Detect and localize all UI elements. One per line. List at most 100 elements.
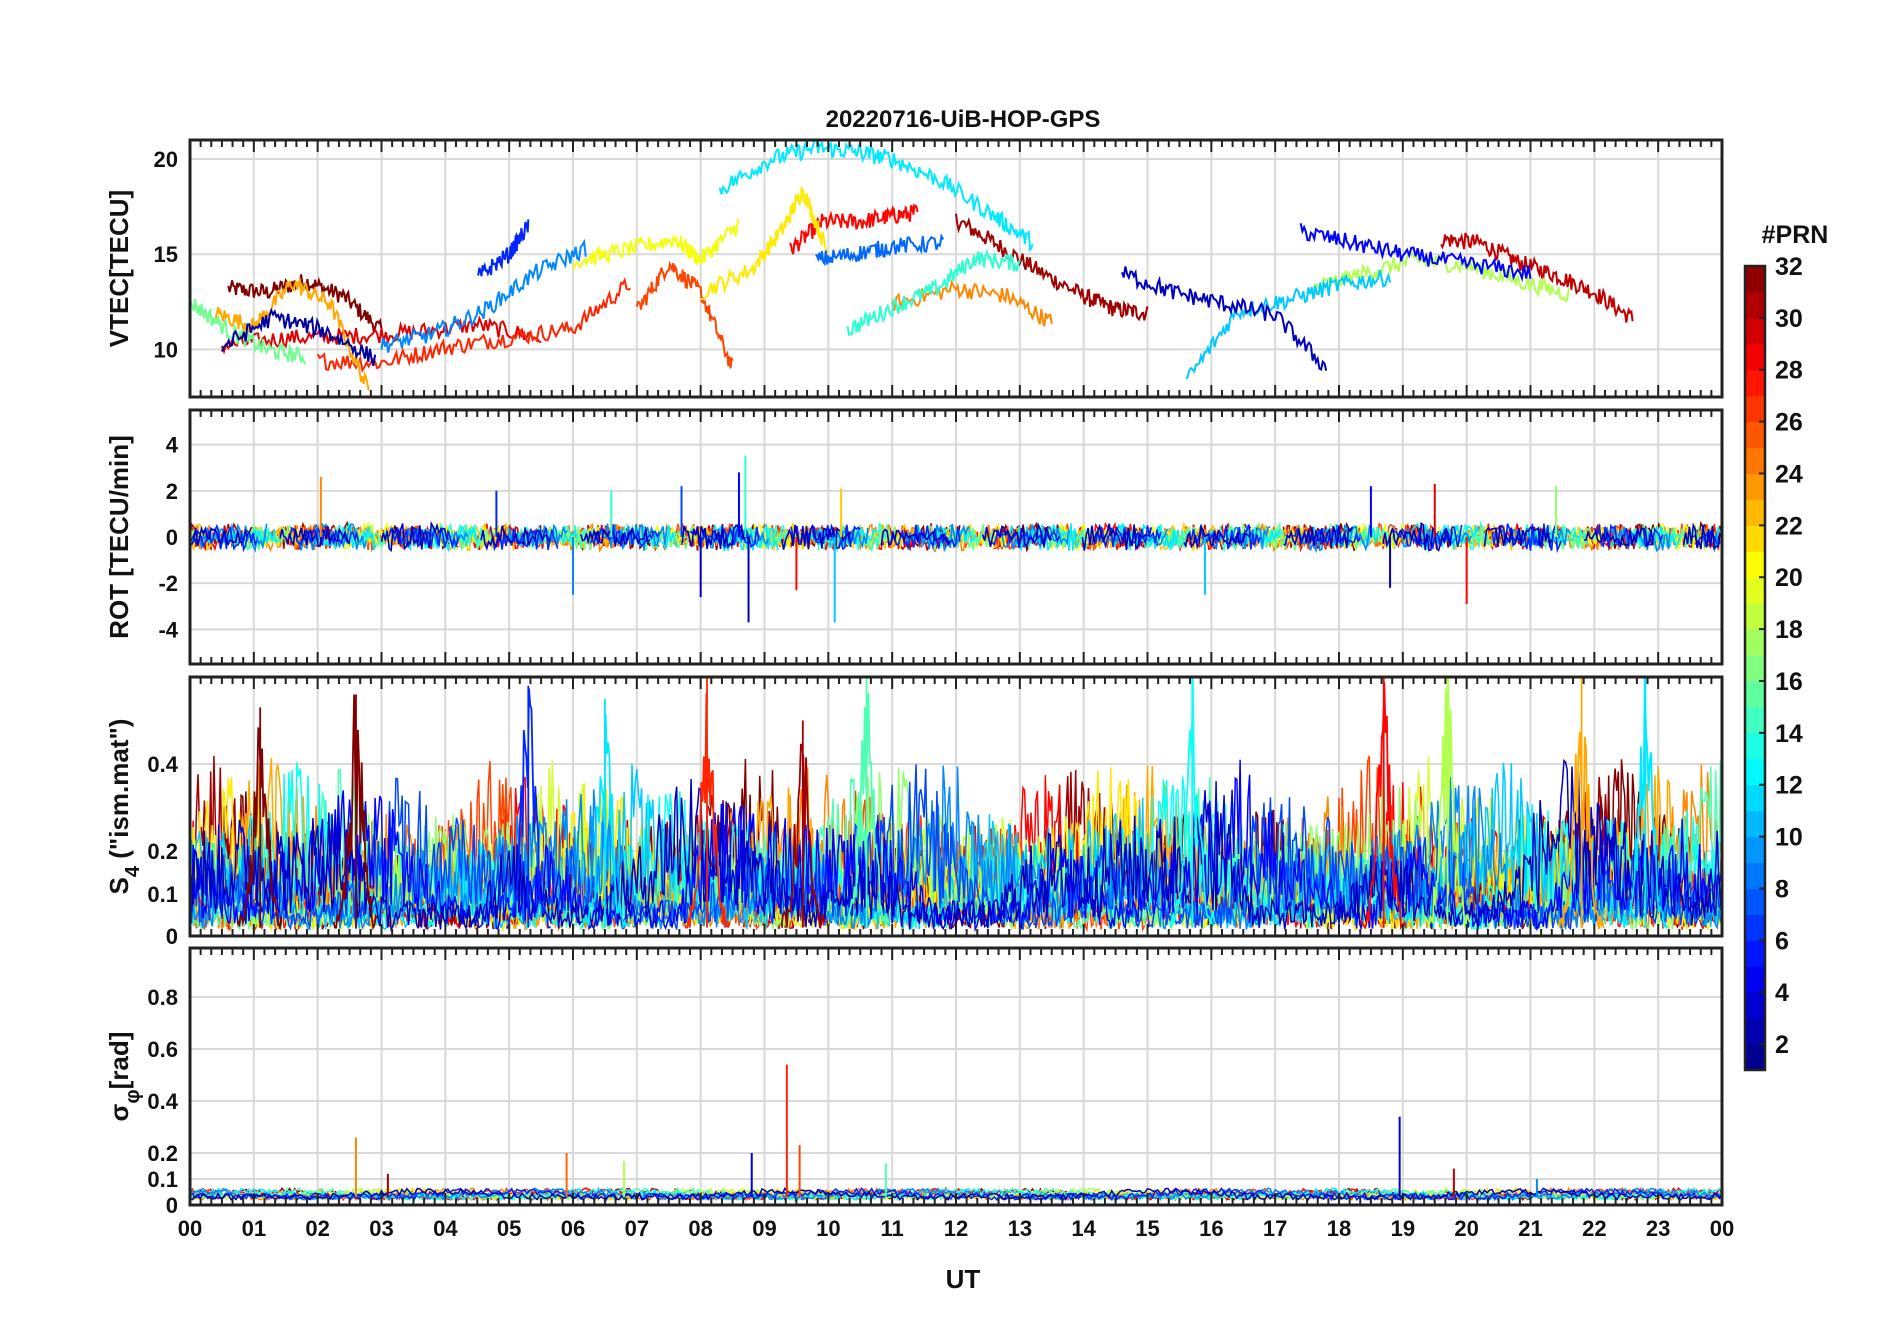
y-tick-label: 0.2 (147, 839, 178, 864)
s4-peak (506, 685, 551, 929)
x-tick-label: 08 (688, 1216, 712, 1241)
x-tick-label: 00 (1710, 1216, 1734, 1241)
colorbar-tick-label: 8 (1775, 875, 1789, 903)
y-axis-label: VTEC[TECU] (104, 190, 134, 347)
y-tick-label: 0.4 (147, 1089, 178, 1114)
x-tick-label: 13 (1008, 1216, 1032, 1241)
s4-peak (1168, 677, 1216, 928)
x-tick-label: 09 (752, 1216, 776, 1241)
x-axis-label: UT (946, 1264, 981, 1294)
panel-sigma-phi: 0.8 0.6 0.4 0.20.10 σφ[rad] (104, 946, 1724, 1218)
x-tick-label: 15 (1135, 1216, 1159, 1241)
x-tick-label: 22 (1582, 1216, 1606, 1241)
vtec-series-prn-6 (476, 219, 530, 277)
vtec-series-prn-12 (718, 140, 1034, 252)
y-tick-label: -2 (158, 571, 178, 596)
s4-peak (780, 720, 826, 928)
x-tick-label: 02 (305, 1216, 329, 1241)
colorbar-tick-label: 32 (1775, 253, 1803, 281)
x-axis-tick-labels: 00 01 02 03 04 05 06 07 08 09 10 11 12 13 14 15 16 17 18 19… (178, 1216, 1734, 1241)
x-tick-label: 12 (944, 1216, 968, 1241)
panel-rot: 4 2 0 -2 -4 ROT [TECU/min] (104, 408, 1724, 666)
s4-peak (237, 707, 283, 931)
colorbar-tick-label: 4 (1775, 979, 1789, 1007)
x-tick-label: 06 (561, 1216, 585, 1241)
colorbar-tick-label: 2 (1775, 1031, 1789, 1059)
s4-series-prn-7 (190, 764, 1722, 931)
colorbar-tick-label: 20 (1775, 564, 1803, 592)
y-tick-label: 10 (154, 337, 178, 362)
colorbar-tick-label: 12 (1775, 772, 1803, 800)
colorbar-tick-label: 16 (1775, 668, 1803, 696)
x-tick-label: 14 (1071, 1216, 1096, 1241)
x-tick-label: 21 (1518, 1216, 1542, 1241)
s4-peak (844, 677, 890, 929)
vtec-series-prn-26 (635, 260, 734, 369)
x-tick-label: 07 (625, 1216, 649, 1241)
colorbar: 32 30 28 26 24 22 20 18 16 14 12 10 8 6 4 2 (1743, 253, 1803, 1072)
y-tick-label: 0.2 (147, 1141, 178, 1166)
vtec-series-prn-14 (846, 248, 1021, 337)
colorbar-tick-label: 26 (1775, 409, 1803, 437)
x-tick-label: 23 (1646, 1216, 1670, 1241)
colorbar-tick-label: 28 (1775, 357, 1803, 385)
y-tick-label: 0.4 (147, 752, 178, 777)
x-tick-label: 19 (1391, 1216, 1415, 1241)
vtec-series-prn-9 (380, 238, 587, 353)
s4-peak (683, 677, 731, 929)
colorbar-tick-label: 14 (1775, 720, 1803, 748)
y-tick-label: 15 (154, 242, 178, 267)
x-tick-label: 10 (816, 1216, 840, 1241)
s4-peak (1360, 677, 1407, 931)
y-tick-label: 0.1 (147, 882, 178, 907)
x-tick-label: 00 (178, 1216, 202, 1241)
vtec-series-prn-29 (220, 315, 542, 355)
vtec-series-prn-31 (955, 213, 1149, 322)
y-axis-label: σφ[rad] (104, 1032, 144, 1122)
y-axis-label: ROT [TECU/min] (104, 435, 134, 639)
colorbar-tick-label: 6 (1775, 927, 1789, 955)
y-tick-label: 0.6 (147, 1037, 178, 1062)
y-tick-label: 0 (166, 525, 178, 550)
s4-peak (1424, 677, 1471, 928)
vtec-series-prn-11 (1185, 269, 1392, 380)
vtec-series-prn-24 (891, 279, 1053, 327)
y-tick-label: 4 (166, 433, 179, 458)
colorbar-tick-label: 30 (1775, 305, 1803, 333)
y-tick-label: 0.8 (147, 985, 178, 1010)
vtec-series-prn-8 (815, 233, 945, 267)
vtec-series-prn-5 (1299, 223, 1532, 283)
x-tick-label: 20 (1454, 1216, 1478, 1241)
y-tick-label: 0 (166, 1193, 178, 1218)
x-tick-label: 18 (1327, 1216, 1351, 1241)
vtec-series-prn-20 (572, 218, 740, 271)
s4-peak (1622, 677, 1669, 930)
vtec-series-prn-2 (220, 307, 377, 367)
figure-title: 20220716-UiB-HOP-GPS (826, 106, 1101, 133)
y-tick-label: 0 (166, 924, 178, 949)
y-tick-label: 20 (154, 147, 178, 172)
vtec-series-prn-23 (214, 277, 370, 391)
vtec-series-prn-27 (316, 277, 631, 373)
colorbar-tick-label: 18 (1775, 616, 1803, 644)
panel-s4: 0.4 0.2 0.1 0 S4 ("ism.mat") (104, 675, 1724, 949)
grid (190, 140, 1722, 397)
colorbar-tick-label: 10 (1775, 824, 1803, 852)
y-tick-label: -4 (158, 617, 178, 642)
y-axis-label: S4 ("ism.mat") (104, 719, 144, 895)
vtec-series-prn-21 (700, 187, 829, 301)
colorbar-label: #PRN (1762, 221, 1829, 249)
colorbar-tick-label: 24 (1775, 460, 1803, 488)
colorbar-tick-label: 22 (1775, 512, 1803, 540)
s4-peak (581, 698, 628, 928)
x-tick-label: 17 (1263, 1216, 1287, 1241)
s4-peak (332, 694, 378, 931)
grid (190, 948, 1722, 1205)
x-tick-label: 11 (881, 1216, 904, 1241)
x-tick-label: 16 (1199, 1216, 1223, 1241)
y-tick-label: 0.1 (147, 1167, 178, 1192)
rot-series-prn-3 (189, 520, 1721, 553)
x-tick-label: 01 (242, 1216, 266, 1241)
s4-peak (1558, 677, 1605, 929)
